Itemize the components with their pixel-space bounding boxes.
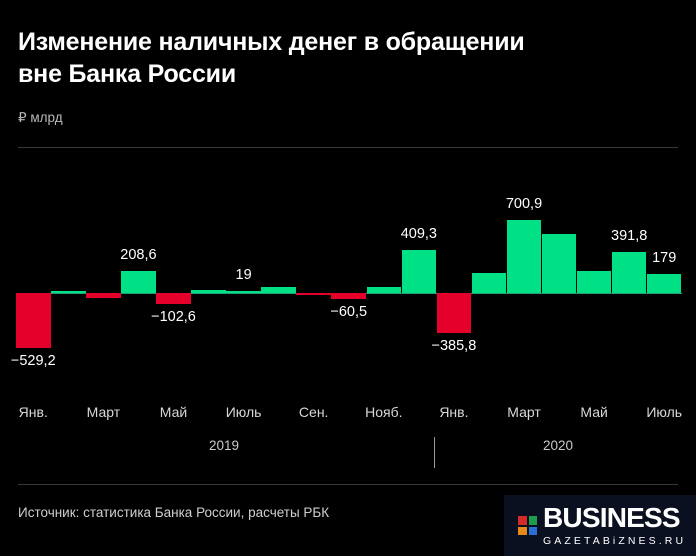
- bar-value-label-13: −385,8: [431, 338, 477, 355]
- bar-value-label-10: −60,5: [330, 304, 368, 321]
- x-axis-tick-label-3: Май: [159, 404, 188, 420]
- bar-7[interactable]: [226, 291, 261, 293]
- x-axis-tick-label-7: Янв.: [439, 404, 469, 420]
- bar-11[interactable]: [366, 287, 402, 293]
- bar-value-label-15: 700,9: [505, 195, 543, 212]
- bar-3[interactable]: [86, 293, 121, 298]
- bar-10[interactable]: [331, 293, 367, 300]
- x-axis-tick-label-10: Июль: [646, 404, 683, 420]
- bar-14[interactable]: [471, 273, 507, 293]
- logo-primary-text: BUSINESS: [543, 502, 681, 534]
- bar-13[interactable]: [436, 293, 472, 334]
- bar-18[interactable]: [611, 252, 647, 293]
- page-title: Изменение наличных денег в обращении вне…: [18, 28, 525, 88]
- bar-value-label-18: 391,8: [611, 228, 648, 245]
- bar-value-label-19: 179: [652, 250, 677, 267]
- logo-wordmark: BUSINESS GAZETABiZNES.RU: [543, 504, 686, 547]
- year-separator-tick: [434, 437, 435, 468]
- x-axis-tick-label-8: Март: [507, 404, 541, 420]
- bar-2[interactable]: [51, 291, 86, 293]
- bar-17[interactable]: [576, 270, 612, 293]
- x-axis-tick-label-5: Сен.: [298, 404, 329, 420]
- bar-4[interactable]: [121, 271, 156, 293]
- bar-value-label-12: 409,3: [400, 226, 437, 243]
- bar-value-label-4: 208,6: [120, 247, 157, 264]
- bar-15[interactable]: [506, 219, 542, 293]
- brand-logo: BUSINESS GAZETABiZNES.RU: [504, 495, 696, 556]
- bar-1[interactable]: [16, 293, 51, 349]
- bar-value-label-1: −529,2: [10, 353, 56, 370]
- bar-value-label-5: −102,6: [151, 308, 196, 325]
- bar-9[interactable]: [296, 293, 331, 295]
- x-axis-tick-label-4: Июль: [225, 404, 262, 420]
- logo-squares-icon: [518, 516, 537, 535]
- logo-secondary-text: GAZETABiZNES.RU: [543, 535, 687, 548]
- x-axis-tick-label-9: Май: [580, 404, 608, 420]
- year-group-label-2019: 2019: [208, 438, 240, 453]
- source-note: Источник: статистика Банка России, расче…: [18, 505, 330, 520]
- bar-6[interactable]: [191, 289, 226, 293]
- divider-bottom: [18, 484, 678, 485]
- bar-19[interactable]: [646, 274, 682, 293]
- y-axis-unit-label: ₽ млрд: [18, 110, 63, 125]
- bar-5[interactable]: [156, 293, 191, 304]
- x-axis-tick-label-6: Нояб.: [365, 404, 403, 420]
- bar-16[interactable]: [541, 234, 577, 293]
- divider-top: [18, 147, 678, 148]
- x-axis-tick-label-1: Янв.: [18, 404, 48, 420]
- bar-8[interactable]: [261, 286, 296, 293]
- bar-value-label-7: 19: [235, 267, 252, 283]
- x-axis-tick-label-2: Март: [86, 404, 121, 420]
- year-group-label-2020: 2020: [542, 438, 574, 453]
- bar-12[interactable]: [401, 250, 437, 293]
